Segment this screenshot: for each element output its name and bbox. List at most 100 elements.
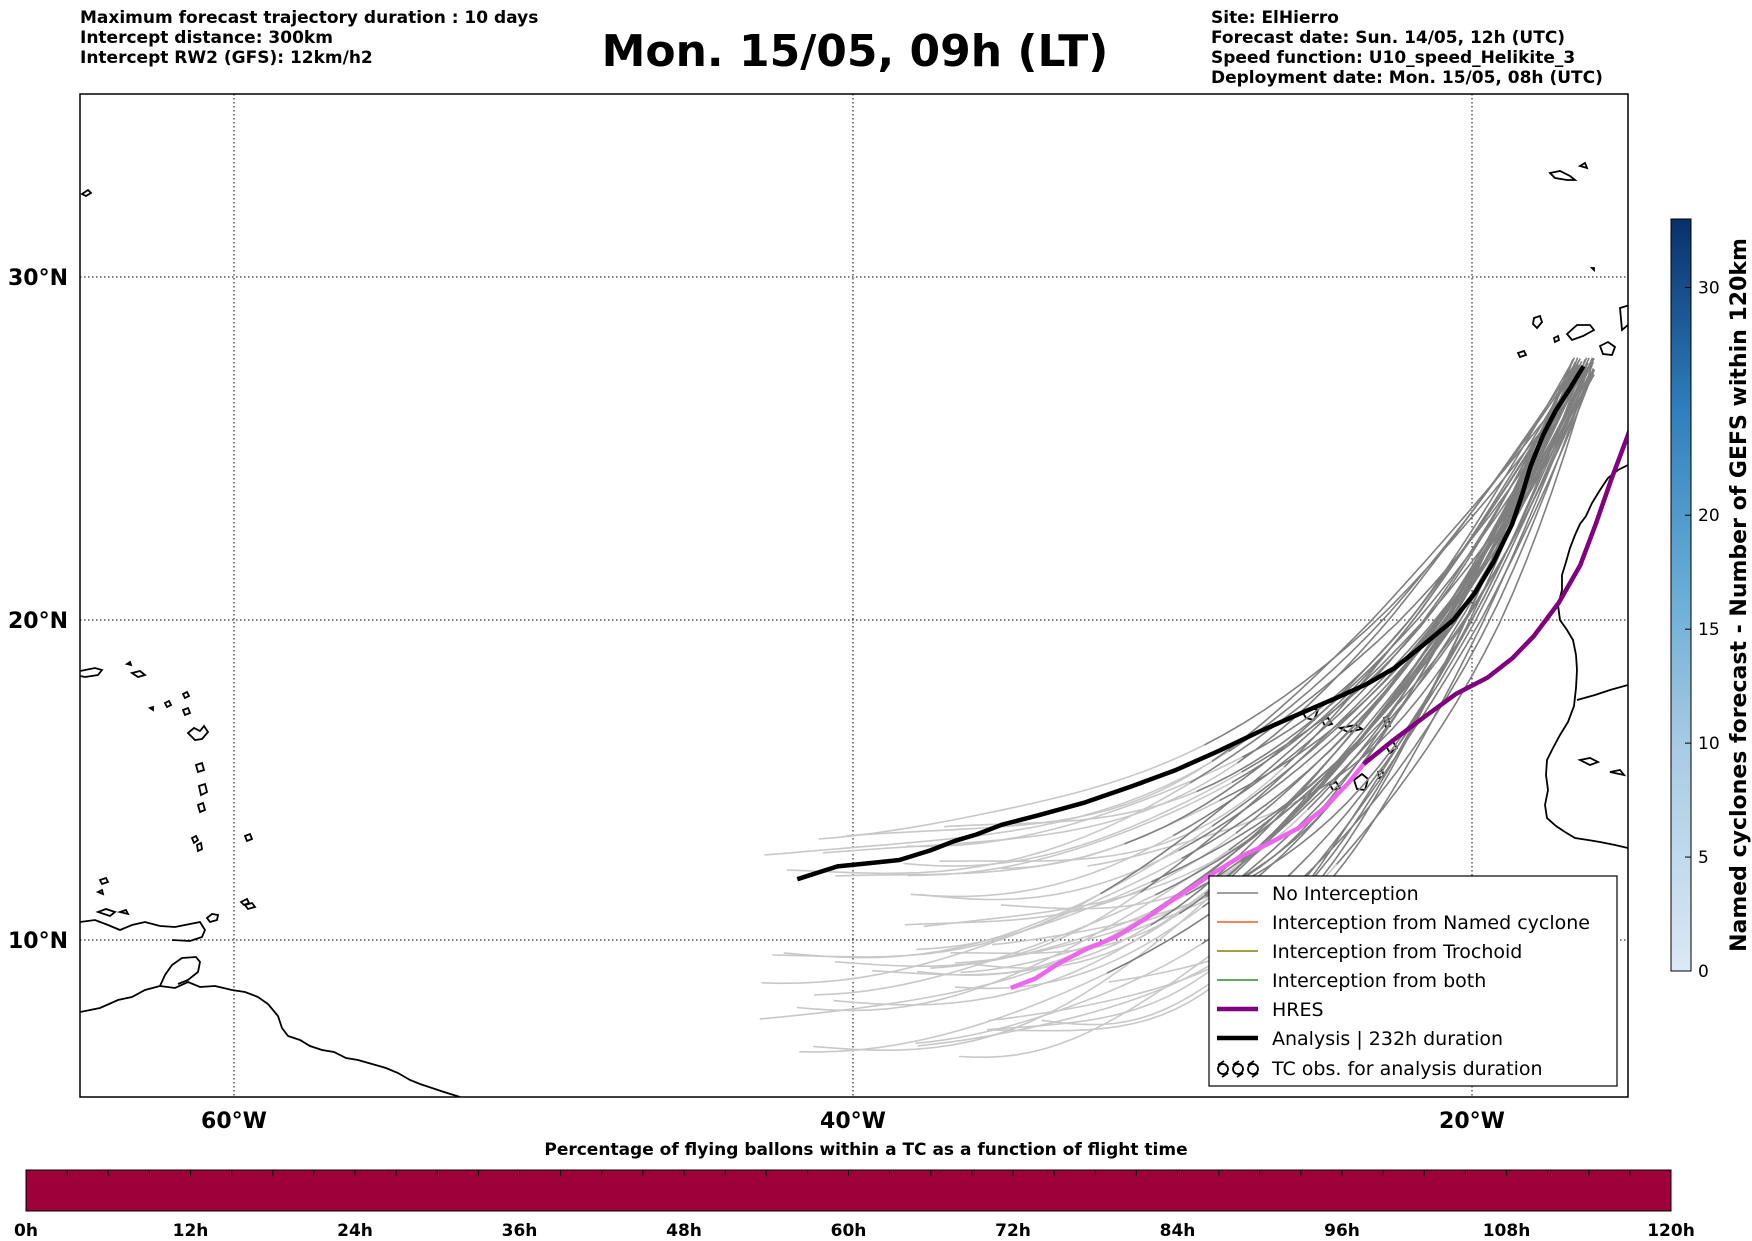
ensemble-track-tail — [954, 906, 1203, 990]
coast-barbados — [243, 832, 254, 843]
map-frame — [79, 93, 1629, 1098]
timebar-tick-label: 36h — [502, 1221, 538, 1241]
coast-guadeloupe — [186, 724, 210, 741]
colorbar-label: Named cyclones forecast - Number of GEFS… — [1727, 238, 1752, 952]
ensemble-track-tail — [786, 782, 1191, 875]
coastlines — [80, 161, 1628, 1097]
colorbar-tick-label: 30 — [1698, 278, 1720, 298]
intercept-rw2-text: Intercept RW2 (GFS): 12km/h2 — [80, 48, 373, 68]
ensemble-track-segment — [1196, 370, 1585, 793]
ensemble-track-tail — [939, 766, 1285, 863]
coast-puerto-rico-east — [80, 667, 104, 678]
ensemble-track-tail — [759, 944, 1097, 1020]
coast-grenada — [190, 834, 200, 845]
timebar-tick-labels: 0h 12h 24h 36h 48h 60h 72h 84h 96h 108h 120h — [14, 1221, 1695, 1241]
ensemble-track-tail — [906, 756, 1243, 848]
coast-aruba-curacao — [95, 908, 130, 918]
ensemble-track-tail — [1000, 799, 1220, 870]
ensemble-track-segment — [1321, 362, 1592, 891]
colorbar-tick-label: 15 — [1698, 620, 1720, 640]
timebar-minor-ticks — [25, 1170, 1672, 1176]
header-info-left: Maximum forecast trajectory duration : 1… — [80, 8, 538, 68]
lat-tick-20n: 20°N — [8, 609, 68, 634]
coast-st-vincent — [196, 841, 203, 853]
colorbar-fill — [1670, 218, 1692, 972]
deployment-date-text: Deployment date: Mon. 15/05, 08h (UTC) — [1211, 68, 1603, 88]
coast-st-kitts — [163, 699, 173, 709]
coast-hierro — [1516, 349, 1528, 359]
timebar-title: Percentage of flying ballons within a TC… — [544, 1140, 1187, 1160]
legend-box — [1208, 875, 1618, 1087]
ensemble-track-tail — [822, 762, 1238, 854]
ensemble-track-segment — [1335, 373, 1591, 865]
ensemble-track-segment — [1150, 368, 1595, 913]
intercept-distance-text: Intercept distance: 300km — [80, 28, 333, 48]
header-info-right: Site: ElHierro Forecast date: Sun. 14/05… — [1211, 8, 1603, 88]
legend-label-tc-obs: TC obs. for analysis duration — [1271, 1058, 1543, 1080]
coast-tenerife — [1565, 324, 1596, 342]
coast-santiago — [1352, 772, 1370, 791]
ensemble-track-segment — [1178, 372, 1576, 852]
ensemble-track-tail — [1000, 809, 1309, 910]
ensemble-track-segment — [1283, 372, 1577, 768]
hres-track-light — [1009, 762, 1366, 991]
coast-fuerteventura — [1619, 304, 1628, 332]
coast-martinique — [197, 782, 209, 797]
ensemble-track-tail — [917, 911, 1152, 976]
legend-label-both: Interception from both — [1272, 970, 1486, 992]
ensemble-track-tail — [915, 943, 1203, 1045]
coast-sao-nicolau — [1337, 724, 1365, 733]
lon-tick-40w: 40°W — [820, 1109, 886, 1134]
lon-tick-60w: 60°W — [201, 1109, 267, 1134]
legend-label-named-cyclone: Interception from Named cyclone — [1272, 912, 1590, 934]
timebar-tick-label: 60h — [831, 1221, 867, 1241]
coast-trinidad — [205, 913, 220, 924]
timebar-tick-label: 48h — [666, 1221, 702, 1241]
coast-porto-santo — [1577, 161, 1589, 170]
page-title: Mon. 15/05, 09h (LT) — [601, 26, 1109, 77]
ensemble-track-tail — [950, 913, 1180, 955]
coast-fogo — [1328, 780, 1342, 792]
forecast-date-text: Forecast date: Sun. 14/05, 12h (UTC) — [1211, 28, 1566, 48]
coast-gulf-paria — [159, 956, 201, 987]
ensemble-track-tail — [1087, 802, 1295, 867]
coast-st-lucia — [196, 801, 207, 814]
ensemble-track-tail — [903, 771, 1243, 867]
ensemble-track-segment — [1173, 364, 1580, 837]
coast-antigua — [181, 706, 192, 717]
coast-bissagos — [1577, 757, 1627, 777]
colorbar-tick-label: 20 — [1698, 506, 1720, 526]
ensemble-track-segment — [1299, 369, 1596, 885]
ensemble-track-tail — [910, 834, 1174, 898]
max-duration-text: Maximum forecast trajectory duration : 1… — [80, 8, 539, 28]
hres-track — [1362, 428, 1628, 766]
legend-label-trochoid: Interception from Trochoid — [1272, 941, 1522, 963]
timebar-tick-label: 72h — [995, 1221, 1031, 1241]
ensemble-track-tail — [813, 880, 1228, 1051]
coast-dominica — [194, 761, 206, 774]
legend: No Interception Interception from Named … — [1208, 875, 1618, 1087]
ensemble-track-tail — [833, 861, 1242, 1006]
ensemble-track-tail — [764, 750, 1230, 856]
coast-small-cays — [95, 660, 154, 896]
ensemble-track-segment — [1242, 359, 1575, 758]
ensemble-track-tail — [919, 849, 1180, 901]
ensemble-track-segment — [1211, 368, 1584, 762]
timebar-tick-label: 108h — [1483, 1221, 1531, 1241]
tc-symbol-icon — [1217, 1060, 1259, 1078]
colorbar-ticks: 30 20 15 10 5 0 — [1685, 278, 1720, 982]
ensemble-track-tail — [917, 938, 1251, 1047]
ensemble-light-tracks — [759, 744, 1338, 1058]
colorbar-tick-label: 5 — [1698, 848, 1709, 868]
timebar-tick-label: 96h — [1324, 1221, 1360, 1241]
legend-label-analysis: Analysis | 232h duration — [1272, 1028, 1503, 1050]
site-text: Site: ElHierro — [1211, 8, 1339, 28]
colorbar-tick-label: 10 — [1698, 734, 1720, 754]
legend-label-hres: HRES — [1272, 999, 1324, 1021]
coast-madeira — [1548, 170, 1578, 181]
analysis-track — [796, 365, 1586, 882]
coast-africa-gambia — [1576, 684, 1628, 701]
coast-gran-canaria — [1598, 340, 1617, 356]
lat-tick-10n: 10°N — [8, 929, 68, 954]
ensemble-track-tail — [944, 790, 1197, 828]
